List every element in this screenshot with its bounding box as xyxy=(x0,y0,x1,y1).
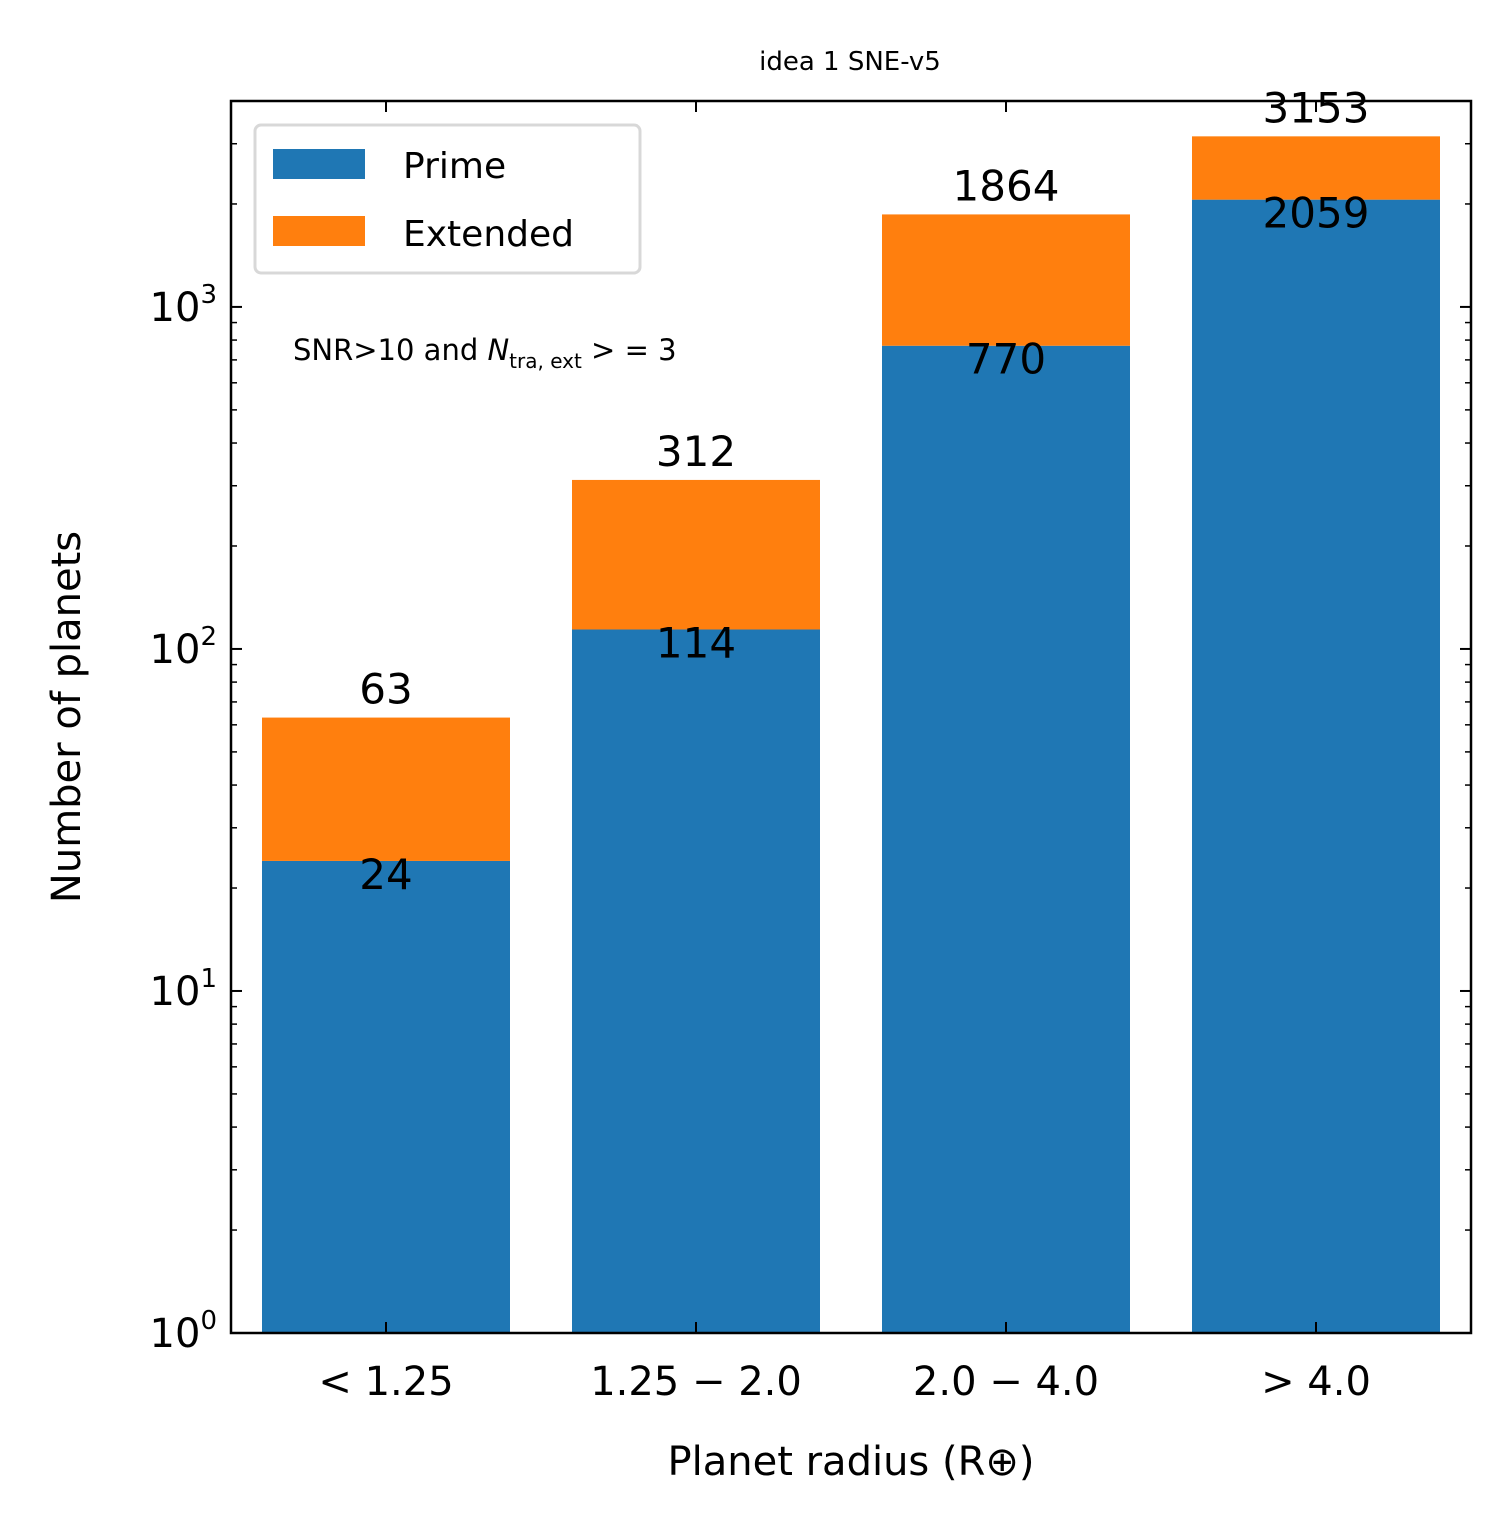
chart-title: idea 1 SNE-v5 xyxy=(759,47,941,77)
legend-label-prime: Prime xyxy=(403,146,506,187)
prime-label-2: 770 xyxy=(966,335,1046,384)
y-tick-label: 103 xyxy=(150,280,217,331)
prime-label-1: 114 xyxy=(656,618,736,667)
x-axis-label: Planet radius (R⊕) xyxy=(668,1439,1035,1485)
bar-extended-1 xyxy=(572,479,820,630)
bar-extended-2 xyxy=(882,214,1130,346)
x-ticks-group: < 1.25 1.25 − 2.0 2.0 − 4.0 > 4.0 xyxy=(318,101,1371,1405)
legend-swatch-extended xyxy=(273,216,365,246)
plot-frame xyxy=(229,99,1473,1335)
legend: Prime Extended xyxy=(253,123,642,275)
annotation-subscript: tra, ext xyxy=(509,349,582,373)
legend-label-extended: Extended xyxy=(403,214,574,255)
prime-label-0: 24 xyxy=(359,850,412,899)
y-tick-label: 102 xyxy=(150,622,217,673)
prime-label-3: 2059 xyxy=(1263,189,1370,238)
y-tick-label: 100 xyxy=(150,1306,217,1357)
total-label-2: 1864 xyxy=(953,161,1060,210)
bar-prime-2 xyxy=(882,345,1130,1333)
bar-extended-3 xyxy=(1192,136,1440,200)
total-label-1: 312 xyxy=(656,427,736,476)
x-tick-label-1: 1.25 − 2.0 xyxy=(590,1359,802,1405)
annotation-prefix: SNR>10 and xyxy=(293,333,487,367)
y-ticks-group: 100 101 102 103 xyxy=(150,100,1471,1357)
x-tick-label-0: < 1.25 xyxy=(318,1359,453,1405)
bar-extended-0 xyxy=(262,717,510,861)
legend-swatch-prime xyxy=(273,149,365,179)
snr-annotation: SNR>10 and Ntra, ext > = 3 xyxy=(293,333,677,373)
annotation-symbol: N xyxy=(487,333,509,367)
bars-group xyxy=(262,136,1440,1333)
total-label-0: 63 xyxy=(359,665,412,714)
x-tick-label-2: 2.0 − 4.0 xyxy=(913,1359,1099,1405)
bar-prime-3 xyxy=(1192,199,1440,1333)
y-axis-label: Number of planets xyxy=(44,531,90,903)
annotation-suffix: > = 3 xyxy=(582,333,677,367)
bar-prime-1 xyxy=(572,629,820,1333)
y-tick-label: 101 xyxy=(150,964,217,1015)
x-tick-label-3: > 4.0 xyxy=(1261,1359,1371,1405)
bar-prime-0 xyxy=(262,860,510,1333)
